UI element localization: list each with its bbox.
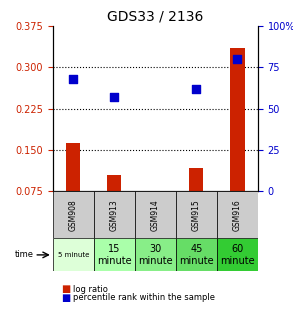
Point: [71, 77, 76, 82]
Point: [112, 95, 117, 100]
Point: [235, 57, 240, 62]
Text: GSM915: GSM915: [192, 199, 201, 231]
Text: 30
minute: 30 minute: [138, 244, 173, 266]
FancyBboxPatch shape: [53, 238, 94, 271]
FancyBboxPatch shape: [135, 238, 176, 271]
Bar: [107, 175, 121, 232]
Text: time: time: [15, 250, 34, 259]
Text: 45
minute: 45 minute: [179, 244, 214, 266]
FancyBboxPatch shape: [94, 238, 135, 271]
Point: [194, 86, 199, 92]
Text: GSM908: GSM908: [69, 199, 78, 231]
Text: 5 minute: 5 minute: [57, 252, 89, 258]
Bar: [66, 143, 80, 232]
FancyBboxPatch shape: [53, 191, 94, 238]
Text: 15
minute: 15 minute: [97, 244, 132, 266]
Bar: [189, 167, 204, 232]
FancyBboxPatch shape: [94, 191, 135, 238]
Text: GSM913: GSM913: [110, 199, 119, 231]
Text: log ratio: log ratio: [73, 285, 108, 294]
Title: GDS33 / 2136: GDS33 / 2136: [107, 9, 203, 24]
FancyBboxPatch shape: [217, 191, 258, 238]
Bar: [230, 48, 244, 232]
FancyBboxPatch shape: [135, 191, 176, 238]
FancyBboxPatch shape: [217, 238, 258, 271]
Text: percentile rank within the sample: percentile rank within the sample: [73, 293, 215, 302]
Text: GSM914: GSM914: [151, 199, 160, 231]
FancyBboxPatch shape: [176, 191, 217, 238]
Text: 60
minute: 60 minute: [220, 244, 255, 266]
FancyBboxPatch shape: [176, 238, 217, 271]
Text: ■: ■: [62, 284, 71, 294]
Text: ■: ■: [62, 293, 71, 302]
Text: GSM916: GSM916: [233, 199, 242, 231]
